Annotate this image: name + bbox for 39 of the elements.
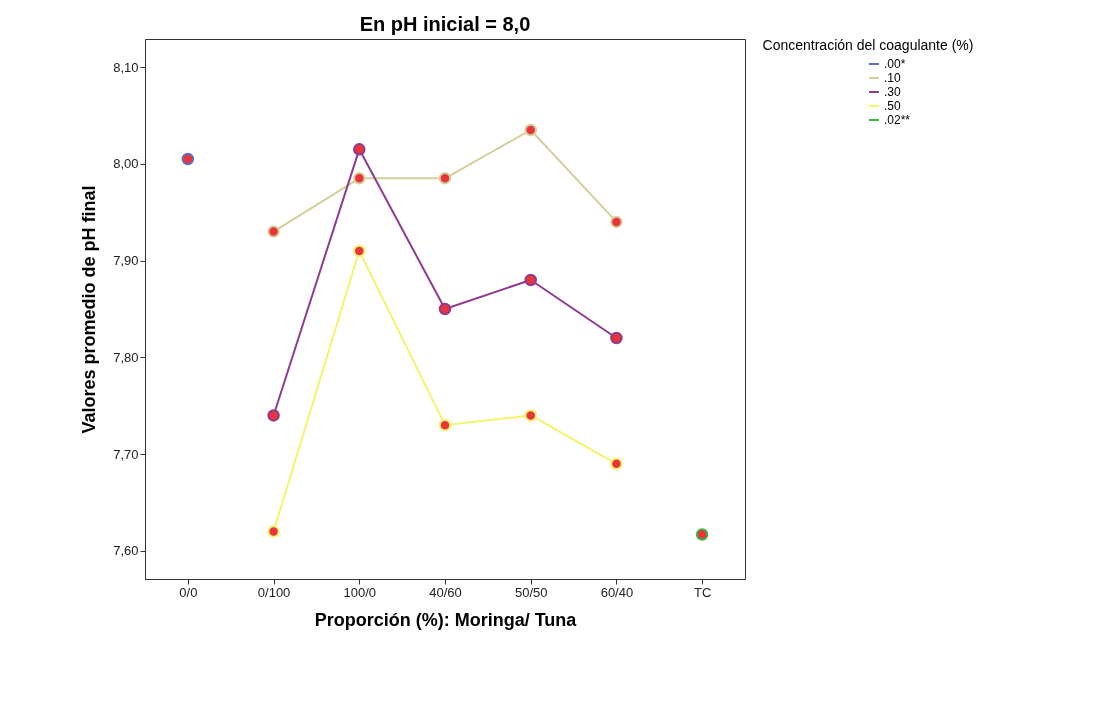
y-tick-label: 8,00 — [113, 156, 139, 172]
point — [353, 143, 366, 156]
legend-label: .10 — [884, 71, 902, 85]
y-axis-title: Valores promedio de pH final — [79, 185, 100, 434]
point — [267, 225, 280, 238]
y-tick-label: 8,10 — [113, 59, 139, 75]
x-tick-label: 40/60 — [429, 584, 462, 600]
point — [610, 331, 623, 345]
point — [610, 457, 623, 471]
point — [438, 418, 452, 432]
legend-title: Concentración del coagulante (%) — [762, 37, 974, 53]
y-tick-label: 7,60 — [113, 543, 139, 559]
x-tick-label: 0/100 — [257, 584, 291, 600]
point — [181, 152, 195, 166]
point — [524, 123, 537, 137]
point — [267, 525, 280, 538]
x-axis-title: Proporción (%): Moringa/ Tuna — [314, 609, 578, 630]
x-tick-label: 100/0 — [343, 584, 377, 600]
x-tick-label: 0/0 — [179, 584, 198, 600]
x-tick-label: 60/40 — [600, 584, 634, 600]
point — [610, 215, 623, 229]
point — [438, 172, 452, 185]
legend-label: .02** — [884, 113, 911, 127]
y-tick-label: 7,90 — [113, 253, 139, 269]
y-tick-label: 7,70 — [113, 446, 139, 462]
legend-label: .00* — [884, 57, 906, 71]
chart-title: En pH inicial = 8,0 — [359, 13, 531, 35]
point — [353, 172, 366, 185]
point — [267, 409, 280, 422]
x-tick-label: 50/50 — [514, 584, 548, 600]
point — [524, 273, 537, 287]
point — [695, 528, 709, 541]
point — [438, 302, 452, 316]
legend-label: .50 — [884, 99, 902, 113]
point — [524, 409, 537, 422]
legend-label: .30 — [884, 85, 902, 99]
x-tick-label: TC — [693, 584, 712, 600]
y-tick-label: 7,80 — [113, 349, 139, 365]
point — [353, 244, 366, 258]
